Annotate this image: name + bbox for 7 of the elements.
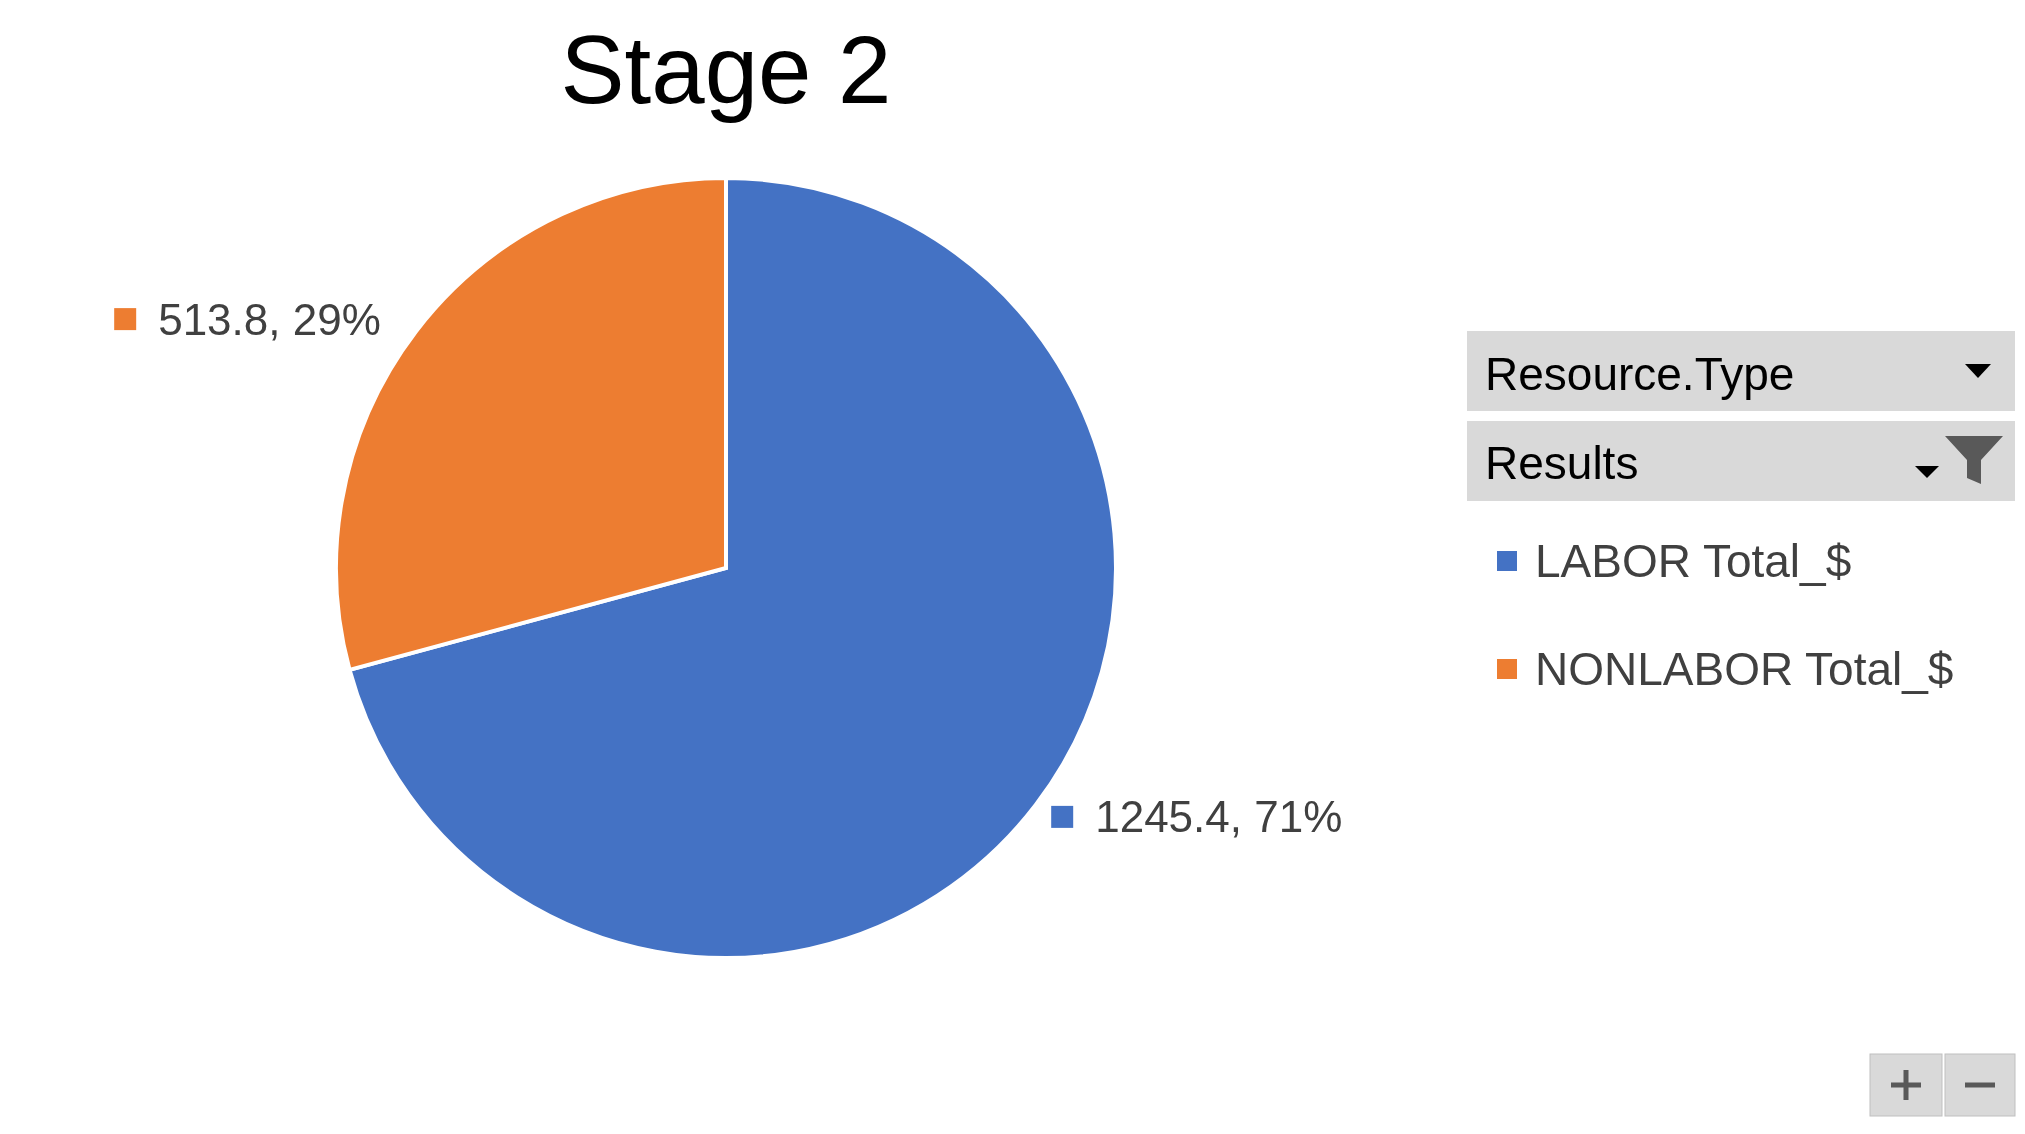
text: Results — [1485, 437, 1639, 489]
legend-label: NONLABOR Total_$ — [1535, 643, 1954, 695]
data-label: 1245.4, 71% — [1095, 792, 1343, 842]
chart-title: Stage 2 — [560, 16, 892, 123]
legend-label: LABOR Total_$ — [1535, 535, 1852, 587]
data-label: 513.8, 29% — [158, 294, 381, 344]
legend-title: Resource.Type — [1485, 348, 1795, 400]
